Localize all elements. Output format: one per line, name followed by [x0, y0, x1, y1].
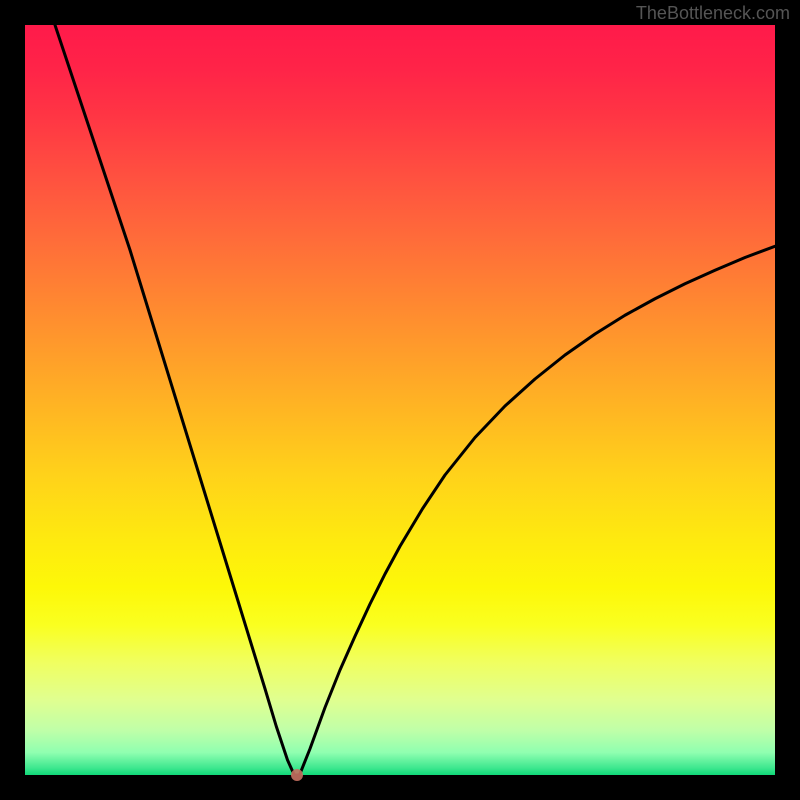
optimal-point-marker: [291, 769, 303, 781]
watermark-text: TheBottleneck.com: [636, 3, 790, 24]
chart-plot-area: [25, 25, 775, 775]
bottleneck-curve: [25, 25, 775, 775]
